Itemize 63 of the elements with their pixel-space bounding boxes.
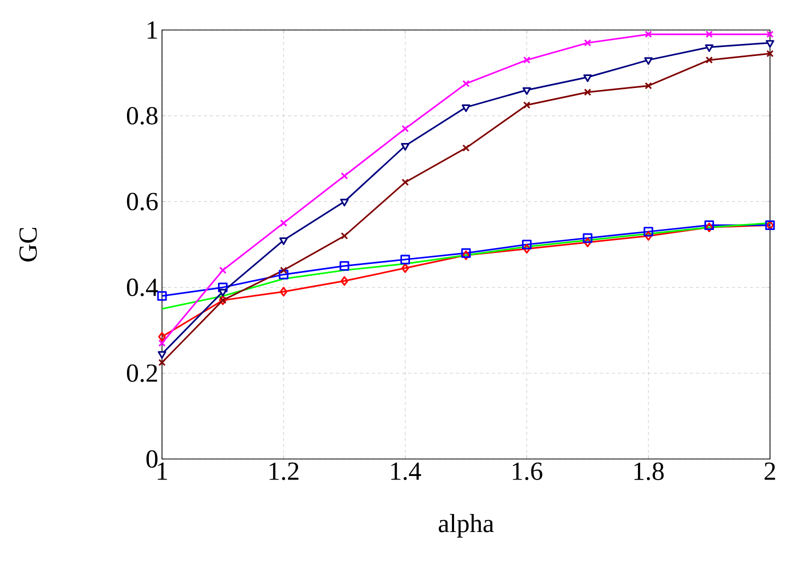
y-tick-label: 0.2 [126, 364, 158, 382]
y-tick-label: 1 [148, 21, 157, 39]
point [523, 101, 530, 109]
point [340, 261, 350, 271]
point [340, 172, 348, 180]
point [522, 240, 532, 250]
point [522, 87, 532, 95]
point [158, 340, 166, 347]
point [704, 220, 714, 230]
point [401, 263, 410, 273]
point [340, 232, 348, 240]
point [766, 40, 774, 48]
point [218, 282, 228, 292]
point [644, 82, 652, 90]
y-tick-label: 0.8 [126, 106, 158, 125]
point [584, 238, 592, 248]
point [340, 198, 349, 206]
y-tick-label: 0.4 [126, 278, 158, 296]
point [461, 248, 471, 258]
point [644, 226, 654, 236]
x-tick-label: 1.2 [270, 462, 298, 480]
y-tick-label: 0.6 [126, 192, 158, 210]
y-tick-label: 0 [146, 450, 158, 468]
point [523, 56, 530, 64]
point [704, 44, 714, 52]
point [402, 125, 409, 132]
point [462, 80, 470, 88]
x-tick-label: 1.6 [512, 462, 542, 480]
point [280, 219, 288, 227]
x-axis-title: alpha [438, 514, 494, 538]
x-tick-label: 1.8 [634, 462, 664, 480]
point [278, 270, 288, 280]
point [402, 178, 409, 186]
x-tick-label: 2 [764, 462, 776, 480]
point [400, 254, 410, 264]
point [158, 358, 166, 366]
point [766, 50, 774, 58]
point [583, 74, 592, 82]
x-tick-label: 1.4 [391, 462, 422, 480]
point [157, 291, 167, 301]
point [584, 39, 592, 46]
point [219, 266, 226, 274]
point [523, 244, 531, 254]
point [218, 288, 228, 296]
point [644, 231, 652, 241]
point [644, 57, 653, 65]
point [158, 332, 166, 342]
point [340, 276, 348, 286]
point [706, 56, 713, 64]
point [584, 88, 592, 96]
y-axis-title: GC [19, 228, 37, 262]
point [279, 237, 288, 246]
point [462, 104, 470, 112]
point [706, 30, 713, 38]
point [462, 250, 470, 260]
point [644, 30, 652, 38]
point [705, 222, 714, 232]
point [280, 266, 288, 274]
point [766, 30, 774, 38]
point [582, 233, 592, 243]
point [280, 286, 288, 296]
point [462, 144, 470, 152]
point [400, 143, 410, 151]
